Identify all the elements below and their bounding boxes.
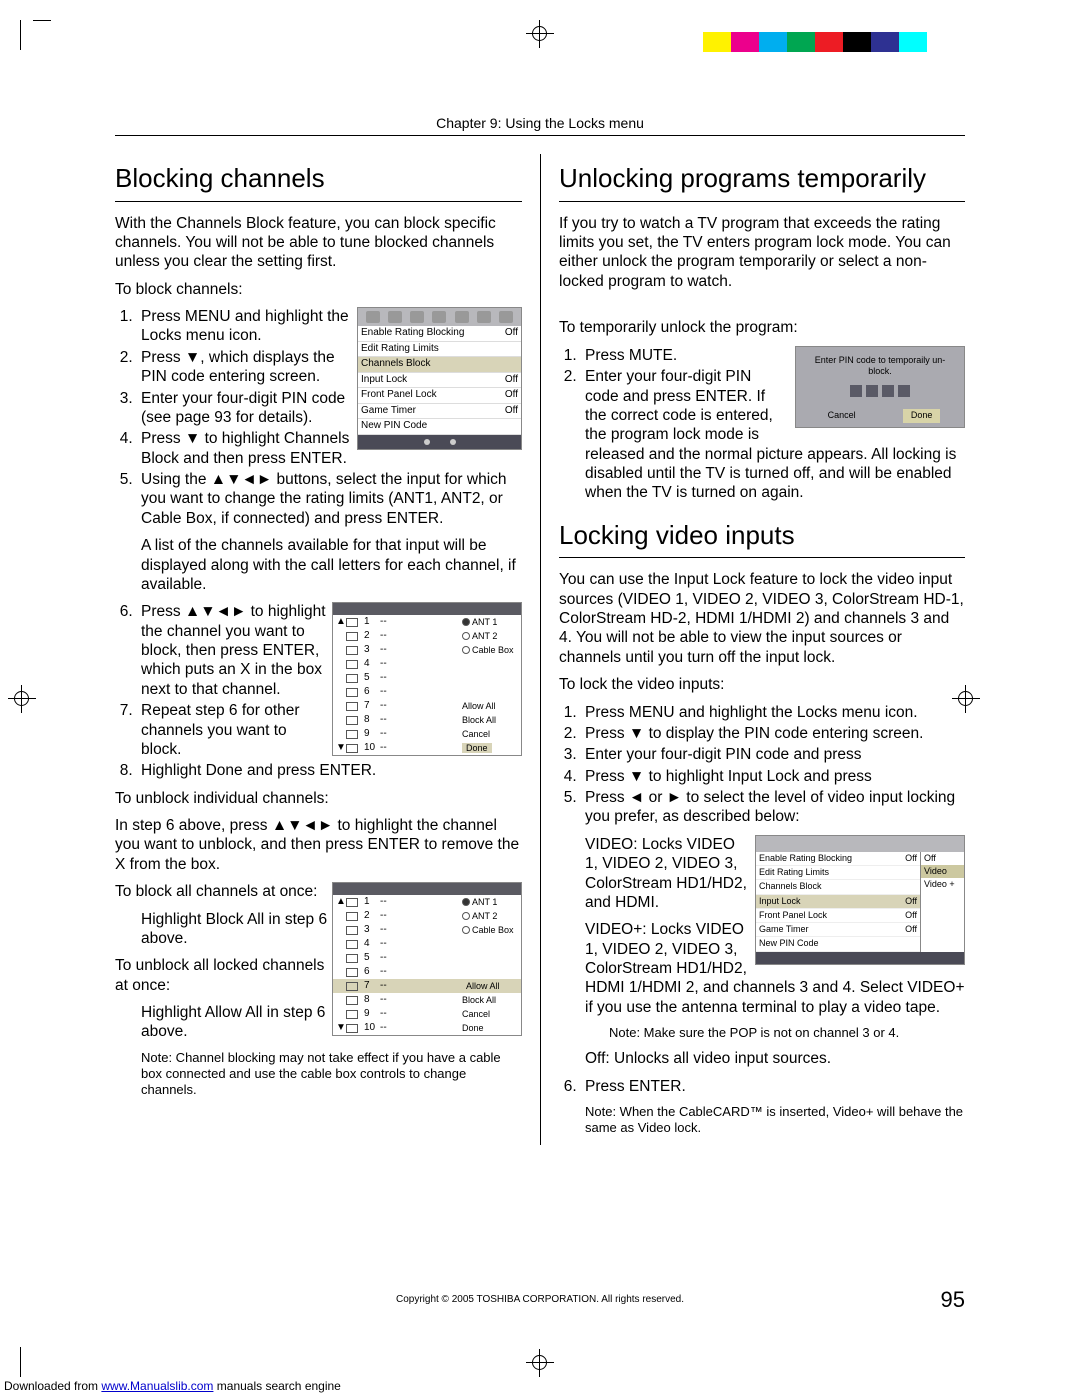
list-item: Using the ▲▼◄► buttons, select the input… <box>137 470 522 528</box>
pin-dialog-illustration: Enter PIN code to temporaily un-block. C… <box>795 346 965 428</box>
heading-blocking-channels: Blocking channels <box>115 154 522 202</box>
reg-mark <box>20 20 50 50</box>
to-block-label: To block channels: <box>115 280 522 299</box>
list-item: Press ▼ to highlight Input Lock and pres… <box>581 767 965 786</box>
channels-list-illustration-2: ▲1--ANT 12--ANT 23--Cable Box4--5--6--7-… <box>332 882 522 1036</box>
to-lock-label: To lock the video inputs: <box>559 675 965 694</box>
reg-mark <box>20 1347 50 1377</box>
heading-unlocking: Unlocking programs temporarily <box>559 154 965 202</box>
step-6: Press ENTER. <box>581 1077 965 1096</box>
print-color-bar <box>675 32 955 52</box>
unlock-intro: If you try to watch a TV program that ex… <box>559 214 965 292</box>
download-footer: Downloaded from www.Manualslib.com manua… <box>4 1379 341 1393</box>
list-item: Press ◄ or ► to select the level of vide… <box>581 788 965 827</box>
list-item: Highlight Done and press ENTER. <box>137 761 522 780</box>
page-number: 95 <box>941 1287 965 1313</box>
list-item: Enter your four-digit PIN code and press <box>581 745 965 764</box>
manualslib-link[interactable]: www.Manualslib.com <box>101 1379 213 1393</box>
list-note: A list of the channels available for tha… <box>115 536 522 594</box>
reg-crosshair <box>526 1349 554 1377</box>
cablecard-note: Note: When the CableCARD™ is inserted, V… <box>559 1104 965 1137</box>
off-desc: Off: Unlocks all video input sources. <box>559 1049 965 1068</box>
pop-note: Note: Make sure the POP is not on channe… <box>559 1025 965 1041</box>
channels-list-illustration: ▲1--ANT 12--ANT 23--Cable Box4--5--6--7-… <box>332 602 522 756</box>
copyright: Copyright © 2005 TOSHIBA CORPORATION. Al… <box>115 1294 965 1305</box>
lock-intro: You can use the Input Lock feature to lo… <box>559 570 965 667</box>
input-lock-illustration: Enable Rating BlockingOffEdit Rating Lim… <box>755 835 965 965</box>
to-unblock-label: To unblock individual channels: <box>115 789 522 808</box>
unblock-text: In step 6 above, press ▲▼◄► to highlight… <box>115 816 522 874</box>
intro-text: With the Channels Block feature, you can… <box>115 214 522 272</box>
locks-menu-illustration: Enable Rating BlockingOffEdit Rating Lim… <box>357 307 522 450</box>
list-item: Press MENU and highlight the Locks menu … <box>581 703 965 722</box>
chapter-header: Chapter 9: Using the Locks menu <box>115 115 965 136</box>
heading-lock-inputs: Locking video inputs <box>559 511 965 559</box>
cable-note: Note: Channel blocking may not take effe… <box>115 1050 522 1099</box>
list-item: Press ▼ to display the PIN code entering… <box>581 724 965 743</box>
reg-crosshair <box>8 685 36 713</box>
reg-crosshair <box>526 20 554 48</box>
to-temp-unlock-label: To temporarily unlock the program: <box>559 318 965 337</box>
